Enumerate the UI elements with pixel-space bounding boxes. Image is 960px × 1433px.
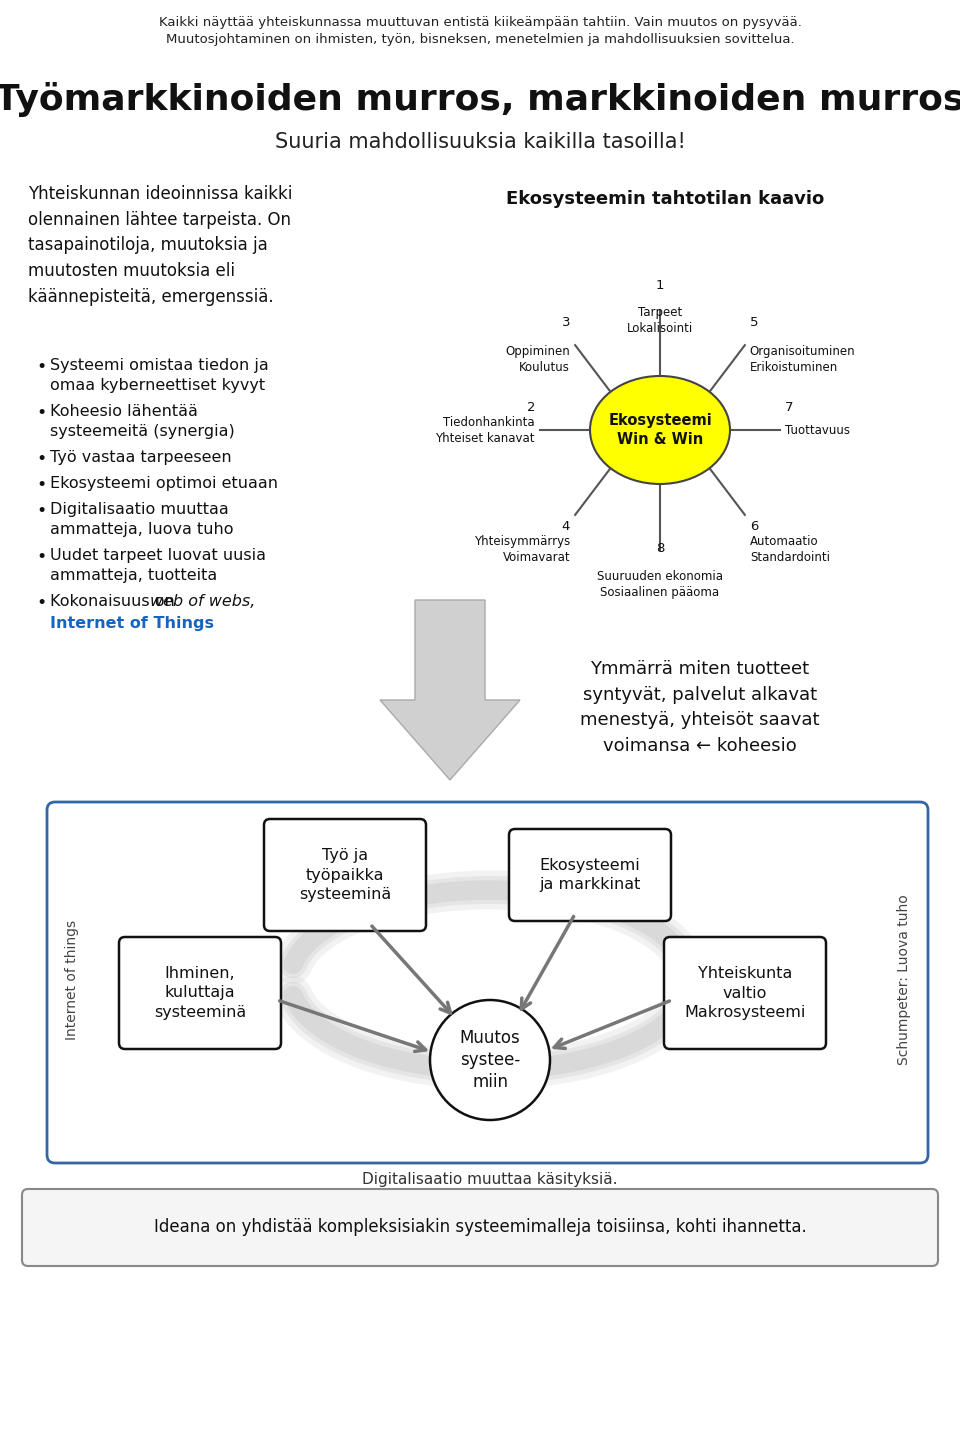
Text: Oppiminen
Koulutus: Oppiminen Koulutus [505, 345, 570, 374]
Text: Muutos
systee-
miin: Muutos systee- miin [460, 1029, 520, 1091]
Circle shape [430, 1000, 550, 1121]
Text: Yhteiskunta
valtio
Makrosysteemi: Yhteiskunta valtio Makrosysteemi [684, 966, 805, 1020]
FancyBboxPatch shape [264, 820, 426, 931]
Text: Tiedonhankinta
Yhteiset kanavat: Tiedonhankinta Yhteiset kanavat [436, 416, 535, 444]
Text: Uudet tarpeet luovat uusia
ammatteja, tuotteita: Uudet tarpeet luovat uusia ammatteja, tu… [50, 547, 266, 583]
Text: •: • [36, 404, 46, 421]
Text: •: • [36, 358, 46, 375]
Text: Yhteisymmärrys
Voimavarat: Yhteisymmärrys Voimavarat [474, 535, 570, 563]
Text: 1: 1 [656, 279, 664, 292]
FancyBboxPatch shape [47, 802, 928, 1164]
Text: Tuottavuus: Tuottavuus [785, 424, 850, 437]
Text: Ekosysteemin tahtotilan kaavio: Ekosysteemin tahtotilan kaavio [506, 191, 824, 208]
Text: 5: 5 [750, 317, 758, 330]
Text: 2: 2 [526, 401, 535, 414]
FancyBboxPatch shape [22, 1189, 938, 1265]
Text: Kokonaisuus on: Kokonaisuus on [50, 595, 180, 609]
Text: Internet of Things: Internet of Things [50, 616, 214, 631]
Text: web of webs,: web of webs, [150, 595, 255, 609]
Text: Ekosysteemi
ja markkinat: Ekosysteemi ja markkinat [540, 857, 640, 893]
Text: Suuria mahdollisuuksia kaikilla tasoilla!: Suuria mahdollisuuksia kaikilla tasoilla… [275, 132, 685, 152]
Text: Kaikki näyttää yhteiskunnassa muuttuvan entistä kiikeämpään tahtiin. Vain muutos: Kaikki näyttää yhteiskunnassa muuttuvan … [158, 16, 802, 29]
Text: 7: 7 [785, 401, 794, 414]
Text: Ymmärrä miten tuotteet
syntyvät, palvelut alkavat
menestyä, yhteisöt saavat
voim: Ymmärrä miten tuotteet syntyvät, palvelu… [580, 661, 820, 755]
Text: Työmarkkinoiden murros, markkinoiden murros: Työmarkkinoiden murros, markkinoiden mur… [0, 82, 960, 118]
Polygon shape [380, 600, 520, 780]
Text: Schumpeter: Luova tuho: Schumpeter: Luova tuho [897, 894, 911, 1065]
FancyBboxPatch shape [664, 937, 826, 1049]
Text: 3: 3 [562, 317, 570, 330]
Text: Ideana on yhdistää kompleksisiakin systeemimalleja toisiinsa, kohti ihannetta.: Ideana on yhdistää kompleksisiakin syste… [154, 1218, 806, 1237]
FancyBboxPatch shape [119, 937, 281, 1049]
Text: Työ vastaa tarpeeseen: Työ vastaa tarpeeseen [50, 450, 231, 464]
Text: Ihminen,
kuluttaja
systeeminä: Ihminen, kuluttaja systeeminä [154, 966, 246, 1020]
Text: Tarpeet
Lokalisointi: Tarpeet Lokalisointi [627, 307, 693, 335]
Text: Muutosjohtaminen on ihmisten, työn, bisneksen, menetelmien ja mahdollisuuksien s: Muutosjohtaminen on ihmisten, työn, bisn… [166, 33, 794, 46]
Text: Automaatio
Standardointi: Automaatio Standardointi [750, 535, 829, 563]
Text: Työ ja
työpaikka
systeeminä: Työ ja työpaikka systeeminä [299, 848, 391, 903]
Text: Koheesio lähentää
systeemeitä (synergia): Koheesio lähentää systeemeitä (synergia) [50, 404, 235, 438]
Text: Yhteiskunnan ideoinnissa kaikki
olennainen lähtee tarpeista. On
tasapainotiloja,: Yhteiskunnan ideoinnissa kaikki olennain… [28, 185, 293, 305]
Text: Ekosysteemi optimoi etuaan: Ekosysteemi optimoi etuaan [50, 476, 278, 492]
Text: Internet of things: Internet of things [65, 920, 79, 1040]
Text: Systeemi omistaa tiedon ja
omaa kyberneettiset kyvyt: Systeemi omistaa tiedon ja omaa kybernee… [50, 358, 269, 393]
Text: Suuruuden ekonomia
Sosiaalinen pääoma: Suuruuden ekonomia Sosiaalinen pääoma [597, 570, 723, 599]
Text: Digitalisaatio muuttaa käsityksiä.: Digitalisaatio muuttaa käsityksiä. [362, 1172, 617, 1187]
Text: 4: 4 [562, 520, 570, 533]
Text: Digitalisaatio muuttaa
ammatteja, luova tuho: Digitalisaatio muuttaa ammatteja, luova … [50, 502, 233, 537]
Text: •: • [36, 450, 46, 469]
Text: •: • [36, 595, 46, 612]
Text: 6: 6 [750, 520, 758, 533]
Text: •: • [36, 502, 46, 520]
Text: 8: 8 [656, 542, 664, 555]
Ellipse shape [590, 375, 730, 484]
Text: •: • [36, 476, 46, 494]
Text: Organisoituminen
Erikoistuminen: Organisoituminen Erikoistuminen [750, 345, 855, 374]
FancyBboxPatch shape [509, 830, 671, 921]
Text: Ekosysteemi
Win & Win: Ekosysteemi Win & Win [608, 413, 712, 447]
Text: •: • [36, 547, 46, 566]
